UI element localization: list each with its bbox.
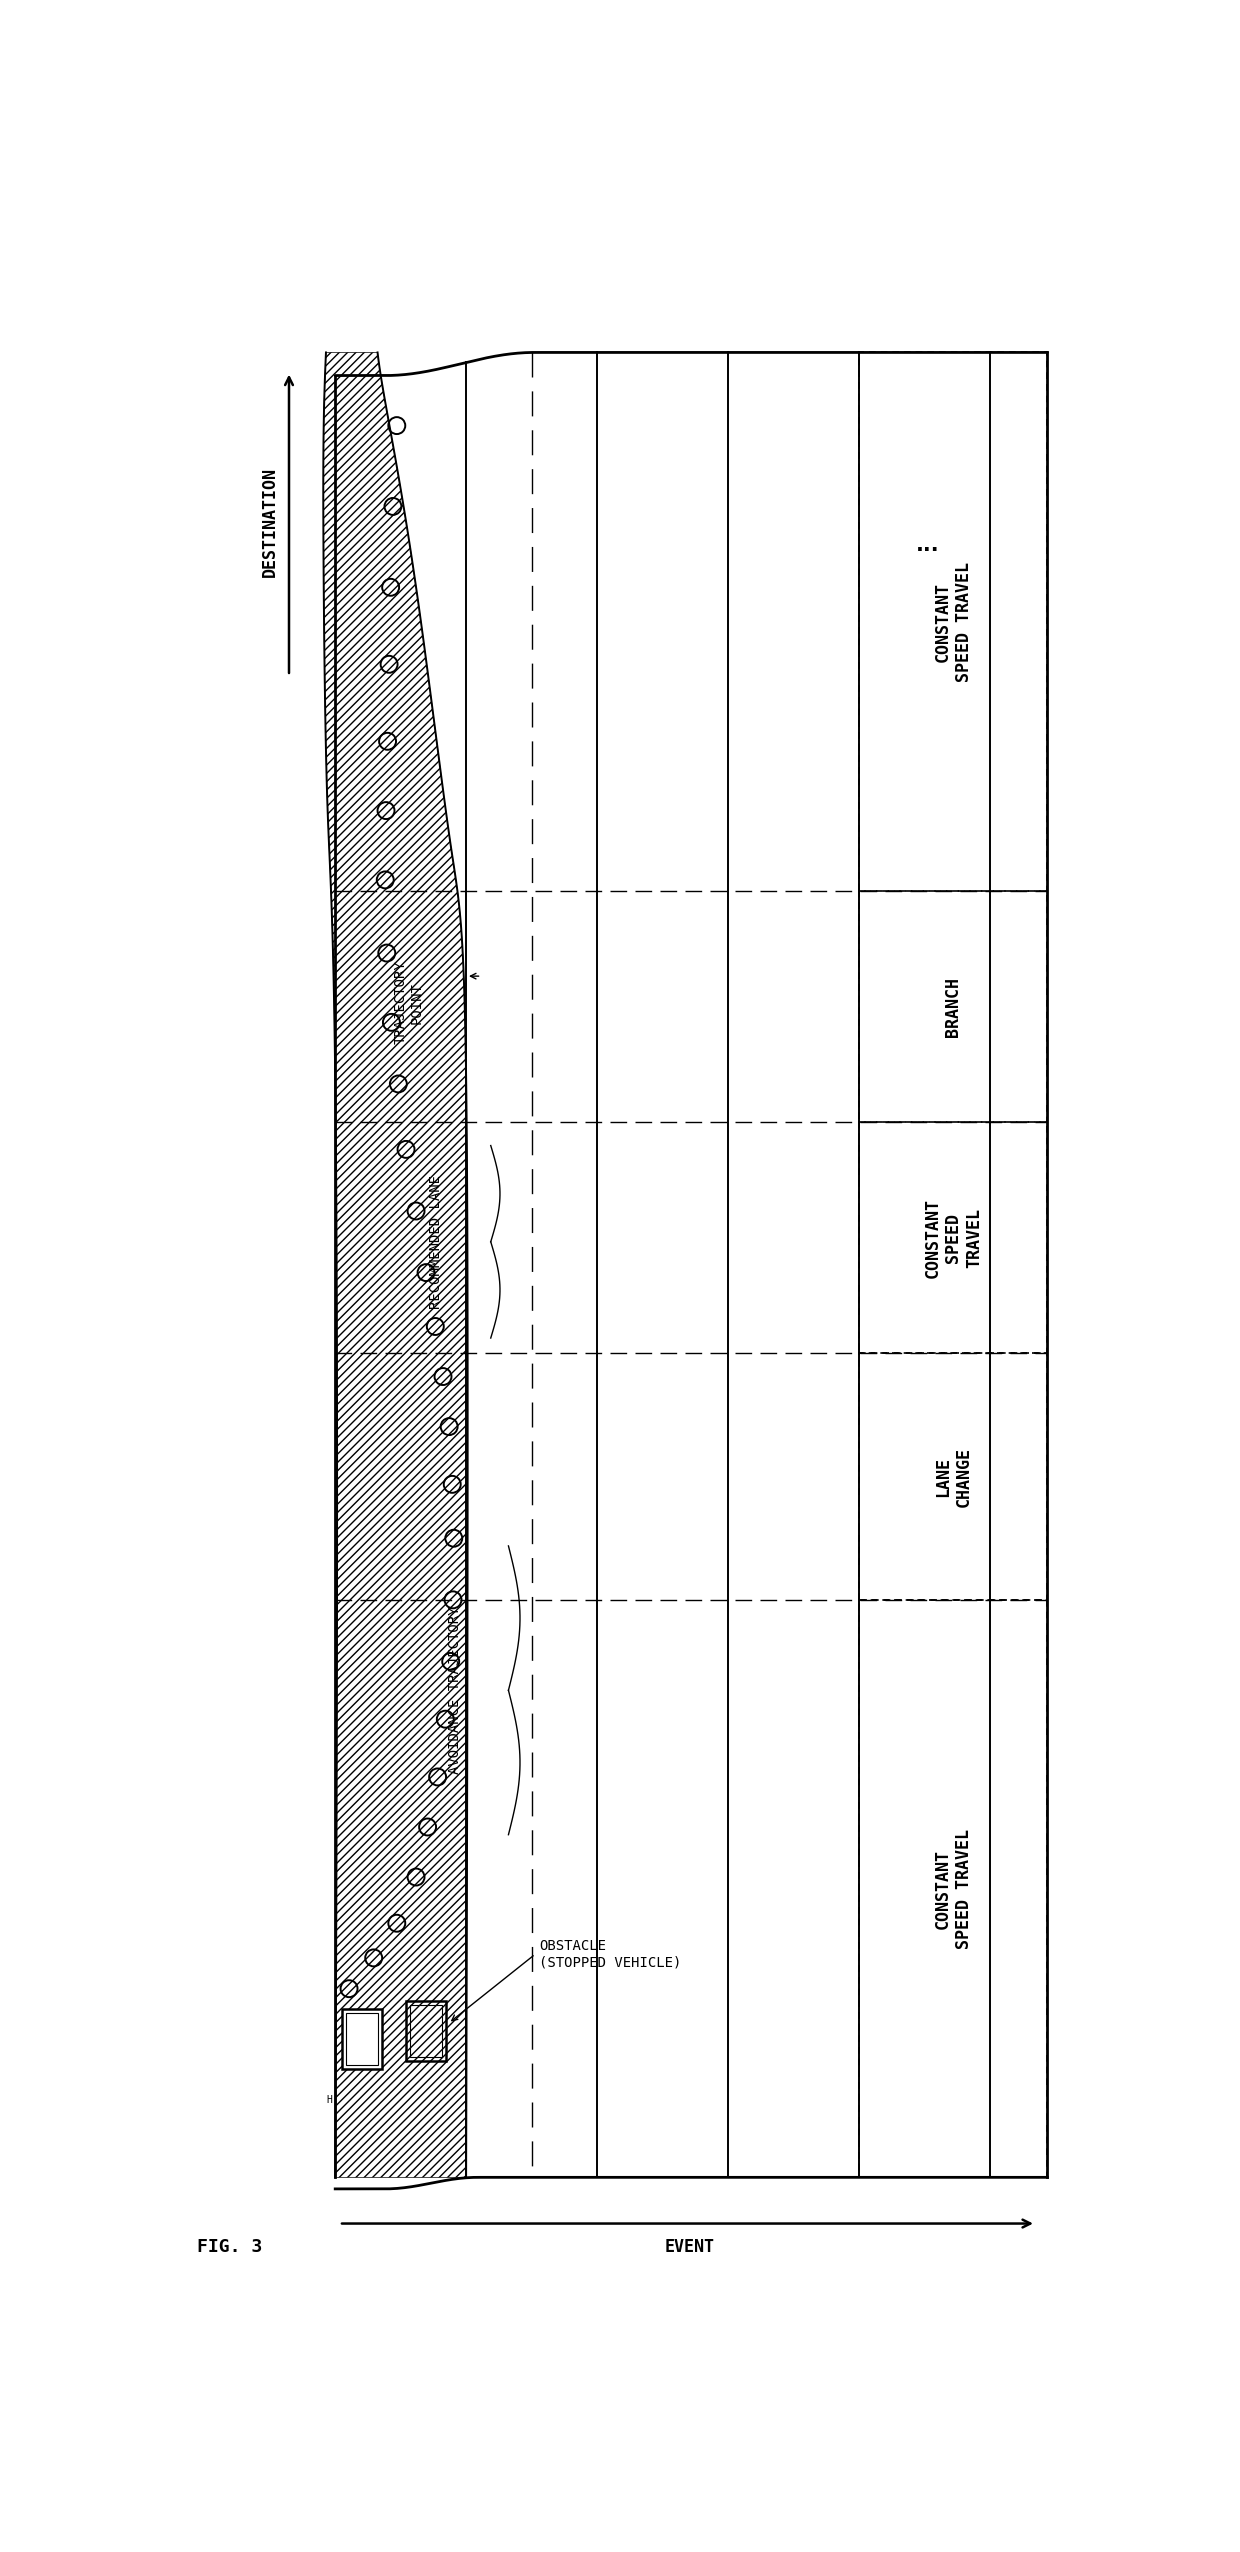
Polygon shape — [324, 352, 467, 2177]
Text: BRANCH: BRANCH — [944, 977, 962, 1036]
Bar — [859, 891, 1048, 1123]
Bar — [342, 2008, 382, 2070]
Bar — [859, 1600, 1048, 2177]
Bar — [859, 352, 1048, 891]
Text: LANE
CHANGE: LANE CHANGE — [934, 1447, 972, 1506]
Text: ...: ... — [916, 536, 940, 554]
Bar — [859, 1123, 1048, 1353]
Text: AVOIDANCE TRAJECTORY: AVOIDANCE TRAJECTORY — [448, 1605, 463, 1774]
Bar — [859, 1353, 1048, 1600]
Text: TRAJECTORY
POINT: TRAJECTORY POINT — [393, 960, 423, 1044]
Text: DESTINATION: DESTINATION — [260, 467, 279, 577]
Bar — [410, 2006, 443, 2057]
Text: FIG. 3: FIG. 3 — [197, 2238, 262, 2256]
Bar — [346, 2014, 378, 2065]
Text: CONSTANT
SPEED TRAVEL: CONSTANT SPEED TRAVEL — [934, 561, 972, 681]
Text: CONSTANT
SPEED
TRAVEL: CONSTANT SPEED TRAVEL — [924, 1197, 983, 1279]
Text: H: H — [326, 2095, 332, 2105]
Text: CONSTANT
SPEED TRAVEL: CONSTANT SPEED TRAVEL — [934, 1830, 972, 1950]
Text: OBSTACLE
(STOPPED VEHICLE): OBSTACLE (STOPPED VEHICLE) — [539, 1940, 682, 1970]
Text: EVENT: EVENT — [665, 2238, 714, 2256]
Bar — [405, 2001, 446, 2062]
Text: RECOMMENDED LANE: RECOMMENDED LANE — [429, 1174, 443, 1309]
